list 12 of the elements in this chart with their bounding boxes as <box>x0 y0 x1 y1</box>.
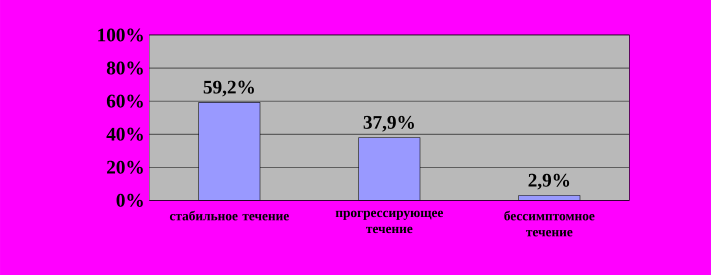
data-label: 59,2% <box>204 80 254 96</box>
y-tick-label: 100% <box>98 28 143 42</box>
data-label: 2,9% <box>528 174 570 190</box>
y-tick-label: 0% <box>116 194 143 207</box>
x-tick-label: бессимптомное течение <box>504 210 594 236</box>
y-tick-label: 40% <box>106 128 143 141</box>
x-tick-label: прогрессирующее течение <box>336 210 444 234</box>
y-tick-label: 20% <box>107 160 143 174</box>
x-tick-label: стабильное течение <box>170 210 289 220</box>
data-label: 37,9% <box>364 116 414 132</box>
y-tick-label: 80% <box>106 62 143 75</box>
y-tick-label: 60% <box>106 94 143 108</box>
